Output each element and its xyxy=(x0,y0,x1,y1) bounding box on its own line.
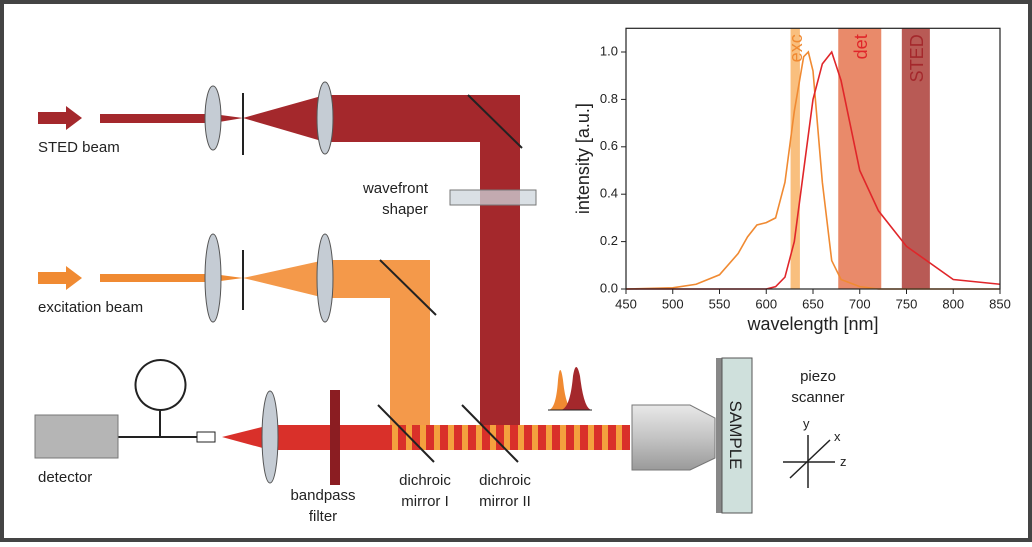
x-tick-label: 550 xyxy=(709,296,731,311)
y-tick-label: 0.4 xyxy=(600,186,618,201)
x-tick-label: 500 xyxy=(662,296,684,311)
excitation-beam-label: excitation beam xyxy=(38,299,143,316)
y-tick-label: 0.6 xyxy=(600,138,618,153)
band-label: det xyxy=(851,34,871,59)
spectrum-chart: exc det STED 450 500 550 600 650 700 750 800 850 0.0… xyxy=(573,27,1011,334)
sted-beam-label: STED beam xyxy=(38,139,120,156)
labels: STED beam excitation beam detector bandp… xyxy=(38,139,847,525)
x-tick-label: 450 xyxy=(615,296,637,311)
spectrum-line xyxy=(625,50,1000,290)
detection-path xyxy=(34,357,835,514)
band-label: exc xyxy=(786,34,806,62)
x-tick-label: 700 xyxy=(849,296,871,311)
y-axis-label: intensity [a.u.] xyxy=(573,103,593,214)
x-axis-label: wavelength [nm] xyxy=(746,314,878,334)
filter-label: bandpass xyxy=(290,487,355,504)
x-tick-label: 650 xyxy=(802,296,824,311)
sample-label: SAMPLE xyxy=(726,401,745,470)
shaper-label: wavefront xyxy=(362,180,429,197)
x-tick-label: 600 xyxy=(755,296,777,311)
mirror-label: dichroic xyxy=(479,472,531,489)
band xyxy=(790,28,800,290)
x-tick-label: 800 xyxy=(942,296,964,311)
plot-background xyxy=(626,28,1000,290)
piezo-label: piezo xyxy=(800,368,836,385)
sted-path xyxy=(38,81,537,430)
y-tick-label: 1.0 xyxy=(600,43,618,58)
mirror-label: mirror II xyxy=(479,493,531,510)
mirror-label: dichroic xyxy=(399,472,451,489)
y-tick-label: 0.2 xyxy=(600,233,618,248)
excitation-path xyxy=(38,233,437,430)
y-tick-label: 0.0 xyxy=(600,280,618,295)
axis-label: x xyxy=(834,429,841,444)
axis-label: y xyxy=(803,416,810,431)
filter-label: filter xyxy=(309,508,337,525)
piezo-label: scanner xyxy=(791,389,844,406)
shaper-label: shaper xyxy=(382,201,428,218)
band xyxy=(838,28,882,290)
x-tick-label: 850 xyxy=(989,296,1011,311)
axis-label: z xyxy=(840,454,847,469)
mirror-label: mirror I xyxy=(401,493,449,510)
x-tick-label: 750 xyxy=(896,296,918,311)
y-tick-label: 0.8 xyxy=(600,91,618,106)
detector-label: detector xyxy=(38,469,92,486)
band-label: STED xyxy=(907,34,927,82)
